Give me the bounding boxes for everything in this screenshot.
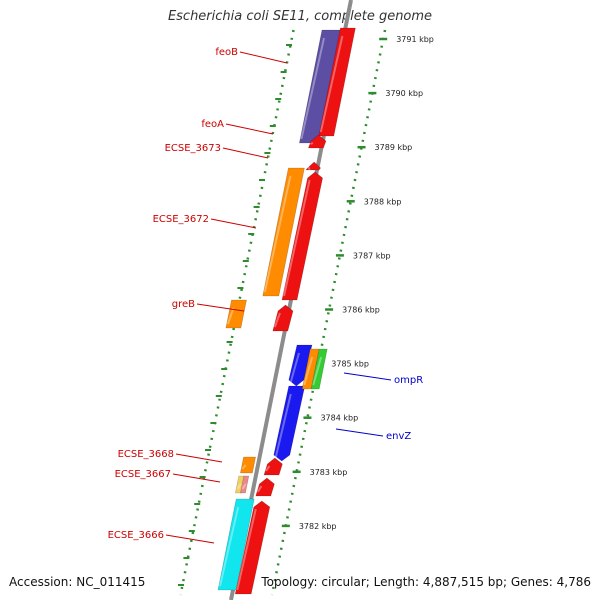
gene-block-ecse3667-cog-a-highlight	[236, 483, 242, 490]
gene-block-ecse3668-cog	[240, 456, 256, 474]
label-leader-2	[222, 147, 269, 159]
gene-block-ecse3668-cog-highlight	[241, 464, 247, 470]
gene-block-greb-cog-highlight	[226, 307, 235, 325]
gene-block-ecse3667-cog-b	[240, 475, 250, 494]
gene-label-left-7: ECSE_3666	[108, 530, 164, 541]
scale-tick-label-3790: 3790 kbp	[385, 89, 423, 98]
gene-label-right-0: ompR	[394, 375, 423, 386]
gene-block-ecse3667	[255, 477, 275, 497]
gene-block-ecse3673-highlight	[307, 165, 311, 171]
gene-block-ecse3666-highlight	[236, 508, 257, 591]
gene-block-envz	[273, 385, 306, 462]
scale-tick-label-3785: 3785 kbp	[331, 360, 369, 369]
gene-block-feob	[318, 27, 356, 137]
accession-text: Accession: NC_011415	[9, 575, 146, 589]
gene-block-ecse3667-highlight	[256, 485, 263, 493]
gene-label-left-0: feoB	[215, 47, 238, 58]
gene-block-ecse3666-cog-highlight	[219, 506, 240, 587]
scale-tick-label-3789: 3789 kbp	[375, 143, 413, 152]
gene-block-feoa-highlight	[310, 142, 314, 145]
gene-block-feob-highlight	[319, 35, 344, 133]
label-leader-right-0	[343, 372, 392, 381]
gene-label-left-5: ECSE_3668	[118, 449, 174, 460]
scale-tick-label-3783: 3783 kbp	[310, 468, 348, 477]
gene-block-envz-highlight	[274, 393, 292, 458]
gene-label-left-2: ECSE_3673	[165, 143, 221, 154]
feature-rings	[217, 0, 356, 600]
scale-tick-label-3787: 3787 kbp	[353, 251, 391, 260]
gene-block-ecse3672-cog-highlight	[263, 175, 292, 293]
guide-line-right	[270, 29, 387, 596]
label-leader-6	[172, 473, 221, 483]
label-leader-1	[225, 123, 274, 135]
map-title: Escherichia coli SE11, complete genome	[167, 9, 433, 24]
gene-block-ompr-cog-b-highlight	[312, 356, 323, 386]
gene-block-ecse3668	[263, 457, 283, 476]
gene-label-right-1: envZ	[386, 431, 411, 442]
gene-block-ecse3666-cog	[217, 498, 255, 591]
gene-label-left-3: ECSE_3672	[153, 214, 209, 225]
gene-block-feoa	[307, 134, 327, 149]
scale-tick-label-3784: 3784 kbp	[320, 414, 358, 423]
gene-block-ompr-highlight	[289, 352, 300, 383]
gene-block-ecse3668-highlight	[265, 465, 271, 472]
scale-tick-label-3788: 3788 kbp	[364, 197, 402, 206]
scale-tick-label-3786: 3786 kbp	[342, 306, 380, 315]
gene-label-left-4: greB	[172, 299, 195, 310]
gene-block-greb-highlight	[273, 312, 281, 328]
scale-tick-label-3791: 3791 kbp	[396, 35, 434, 44]
gene-block-feob-cog-highlight	[300, 37, 325, 140]
gene-block-ecse3672-highlight	[283, 179, 311, 297]
gene-block-ecse3673	[305, 161, 322, 171]
gene-label-left-1: feoA	[201, 119, 224, 130]
gene-block-ecse3667-cog-b-highlight	[241, 483, 247, 490]
label-leader-4	[196, 303, 245, 312]
label-leader-right-1	[335, 428, 384, 437]
topology-summary-text: Topology: circular; Length: 4,887,515 bp…	[261, 575, 591, 589]
scale-tick-label-3782: 3782 kbp	[299, 522, 337, 531]
gene-block-ecse3672	[281, 171, 323, 301]
gene-block-ompr-cog-b	[310, 348, 328, 390]
label-leader-3	[210, 218, 257, 229]
gene-block-greb-cog	[225, 299, 247, 329]
gene-block-ompr-cog-a-highlight	[303, 356, 314, 386]
label-leader-0	[239, 51, 288, 64]
gene-labels: feoB feoA ECSE_3673 ECSE_3672 greB ECSE_3668 E…	[108, 47, 423, 544]
gene-block-ecse3672-cog	[262, 167, 305, 297]
gene-block-greb	[272, 304, 294, 332]
gene-label-left-6: ECSE_3667	[115, 469, 171, 480]
gene-block-ecse3666	[234, 500, 271, 595]
gene-block-ompr	[288, 344, 313, 387]
label-leader-7	[165, 534, 215, 544]
label-leader-5	[175, 453, 223, 463]
